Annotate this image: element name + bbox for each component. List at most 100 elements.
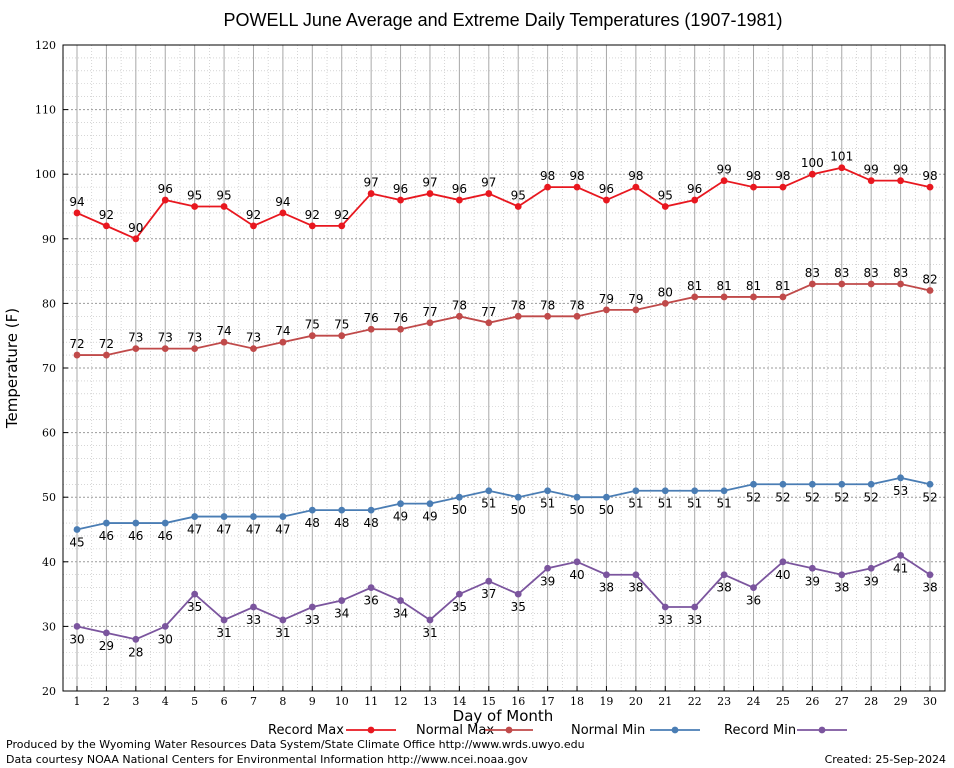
data-point (161, 345, 169, 353)
legend-label: Record Min (724, 723, 796, 738)
data-label: 38 (716, 581, 731, 595)
data-label: 46 (99, 529, 114, 543)
data-point (161, 623, 169, 630)
data-point (544, 312, 552, 320)
data-label: 52 (775, 490, 790, 504)
y-tick-label: 30 (42, 620, 56, 633)
data-label: 50 (452, 503, 467, 517)
grid (63, 44, 945, 692)
legend-marker (505, 726, 513, 734)
y-tick-label: 60 (42, 427, 56, 440)
series-line (76, 554, 931, 641)
data-label: 47 (187, 523, 202, 537)
data-point (838, 280, 846, 288)
data-point (838, 571, 846, 579)
data-point (397, 325, 404, 333)
data-point (161, 519, 169, 527)
data-point (250, 345, 257, 353)
data-label: 47 (216, 523, 231, 537)
data-point (632, 571, 640, 579)
data-label: 101 (830, 150, 853, 164)
y-tick-label: 110 (35, 104, 56, 117)
data-point (397, 500, 404, 508)
footer-data-courtesy: Data courtesy NOAA National Centers for … (6, 753, 528, 766)
data-label: 73 (128, 331, 143, 345)
data-point (691, 603, 699, 611)
data-point (661, 487, 669, 495)
data-point (603, 493, 610, 501)
x-tick-label: 13 (423, 695, 437, 708)
data-point (750, 183, 757, 191)
data-label: 34 (334, 607, 349, 621)
x-axis-label: Day of Month (453, 707, 554, 725)
data-point (720, 487, 728, 495)
data-point (308, 603, 316, 611)
data-point (897, 280, 904, 288)
data-label: 83 (834, 266, 849, 280)
data-point (485, 190, 493, 197)
data-label: 53 (893, 484, 908, 498)
data-point (779, 293, 787, 301)
data-label: 38 (922, 581, 937, 595)
data-label: 38 (599, 581, 614, 595)
data-point (632, 487, 640, 495)
legend-label: Normal Max (416, 723, 494, 738)
data-label: 51 (540, 497, 555, 511)
data-point (691, 487, 699, 495)
data-point (426, 616, 434, 624)
data-label: 39 (540, 574, 555, 588)
data-point (779, 480, 787, 488)
data-label: 98 (922, 169, 937, 183)
data-point (426, 319, 434, 327)
data-point (73, 623, 81, 630)
data-point (73, 526, 81, 533)
data-point (191, 203, 199, 210)
data-point (132, 519, 140, 527)
data-label: 33 (305, 613, 320, 627)
data-point (103, 351, 110, 359)
x-tick-label: 8 (279, 695, 286, 708)
data-point (455, 493, 463, 501)
x-tick-label: 15 (482, 695, 496, 708)
data-point (544, 183, 552, 191)
y-tick-label: 100 (35, 168, 56, 181)
data-point (338, 597, 346, 604)
data-label: 98 (569, 169, 584, 183)
x-tick-label: 30 (923, 695, 937, 708)
data-label: 100 (801, 156, 824, 170)
x-tick-label: 29 (894, 695, 908, 708)
data-point (926, 183, 934, 191)
x-tick-label: 24 (747, 695, 761, 708)
series-line (76, 476, 931, 531)
data-point (897, 551, 904, 559)
data-label: 79 (628, 292, 643, 306)
y-tick-label: 70 (42, 362, 56, 375)
data-point (867, 280, 875, 288)
data-point (279, 513, 287, 520)
data-point (897, 177, 904, 185)
data-label: 51 (481, 497, 496, 511)
data-label: 74 (216, 324, 231, 338)
data-point (191, 345, 199, 353)
data-point (132, 345, 140, 353)
data-point (308, 506, 316, 514)
x-tick-label: 12 (394, 695, 408, 708)
x-tick-label: 16 (511, 695, 525, 708)
data-label: 48 (305, 516, 320, 530)
x-tick-label: 10 (335, 695, 349, 708)
data-label: 98 (628, 169, 643, 183)
data-point (867, 564, 875, 572)
data-point (750, 480, 757, 488)
data-label: 31 (275, 626, 290, 640)
x-tick-label: 26 (805, 695, 819, 708)
data-label: 83 (893, 266, 908, 280)
data-point (750, 584, 757, 592)
data-label: 50 (599, 503, 614, 517)
data-label: 79 (599, 292, 614, 306)
data-label: 96 (452, 182, 467, 196)
data-label: 95 (216, 189, 231, 203)
data-point (838, 164, 846, 172)
data-point (103, 629, 110, 637)
data-label: 50 (511, 503, 526, 517)
series-record-max: 94 92 90 96 95 95 92 94 92 92 97 96 97 96 97 95 98 98 96 98… (69, 150, 938, 243)
